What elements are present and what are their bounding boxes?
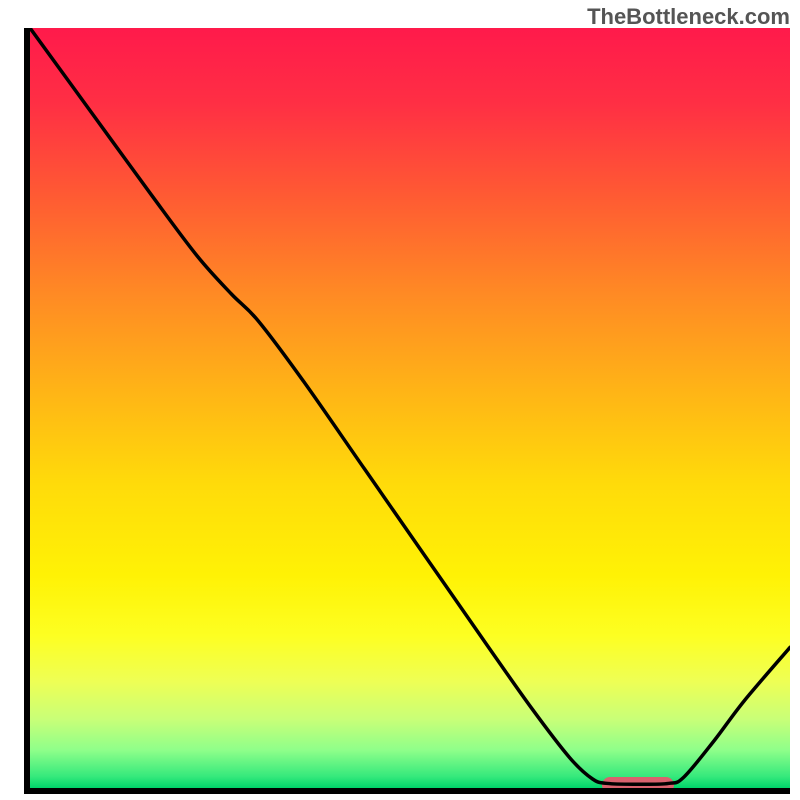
attribution-label: TheBottleneck.com — [587, 4, 790, 30]
plot-box — [30, 28, 790, 788]
background-gradient — [30, 28, 790, 788]
chart-root: { "attribution": { "text": "TheBottlenec… — [0, 0, 800, 800]
y-axis — [24, 28, 30, 794]
x-axis — [24, 788, 790, 794]
